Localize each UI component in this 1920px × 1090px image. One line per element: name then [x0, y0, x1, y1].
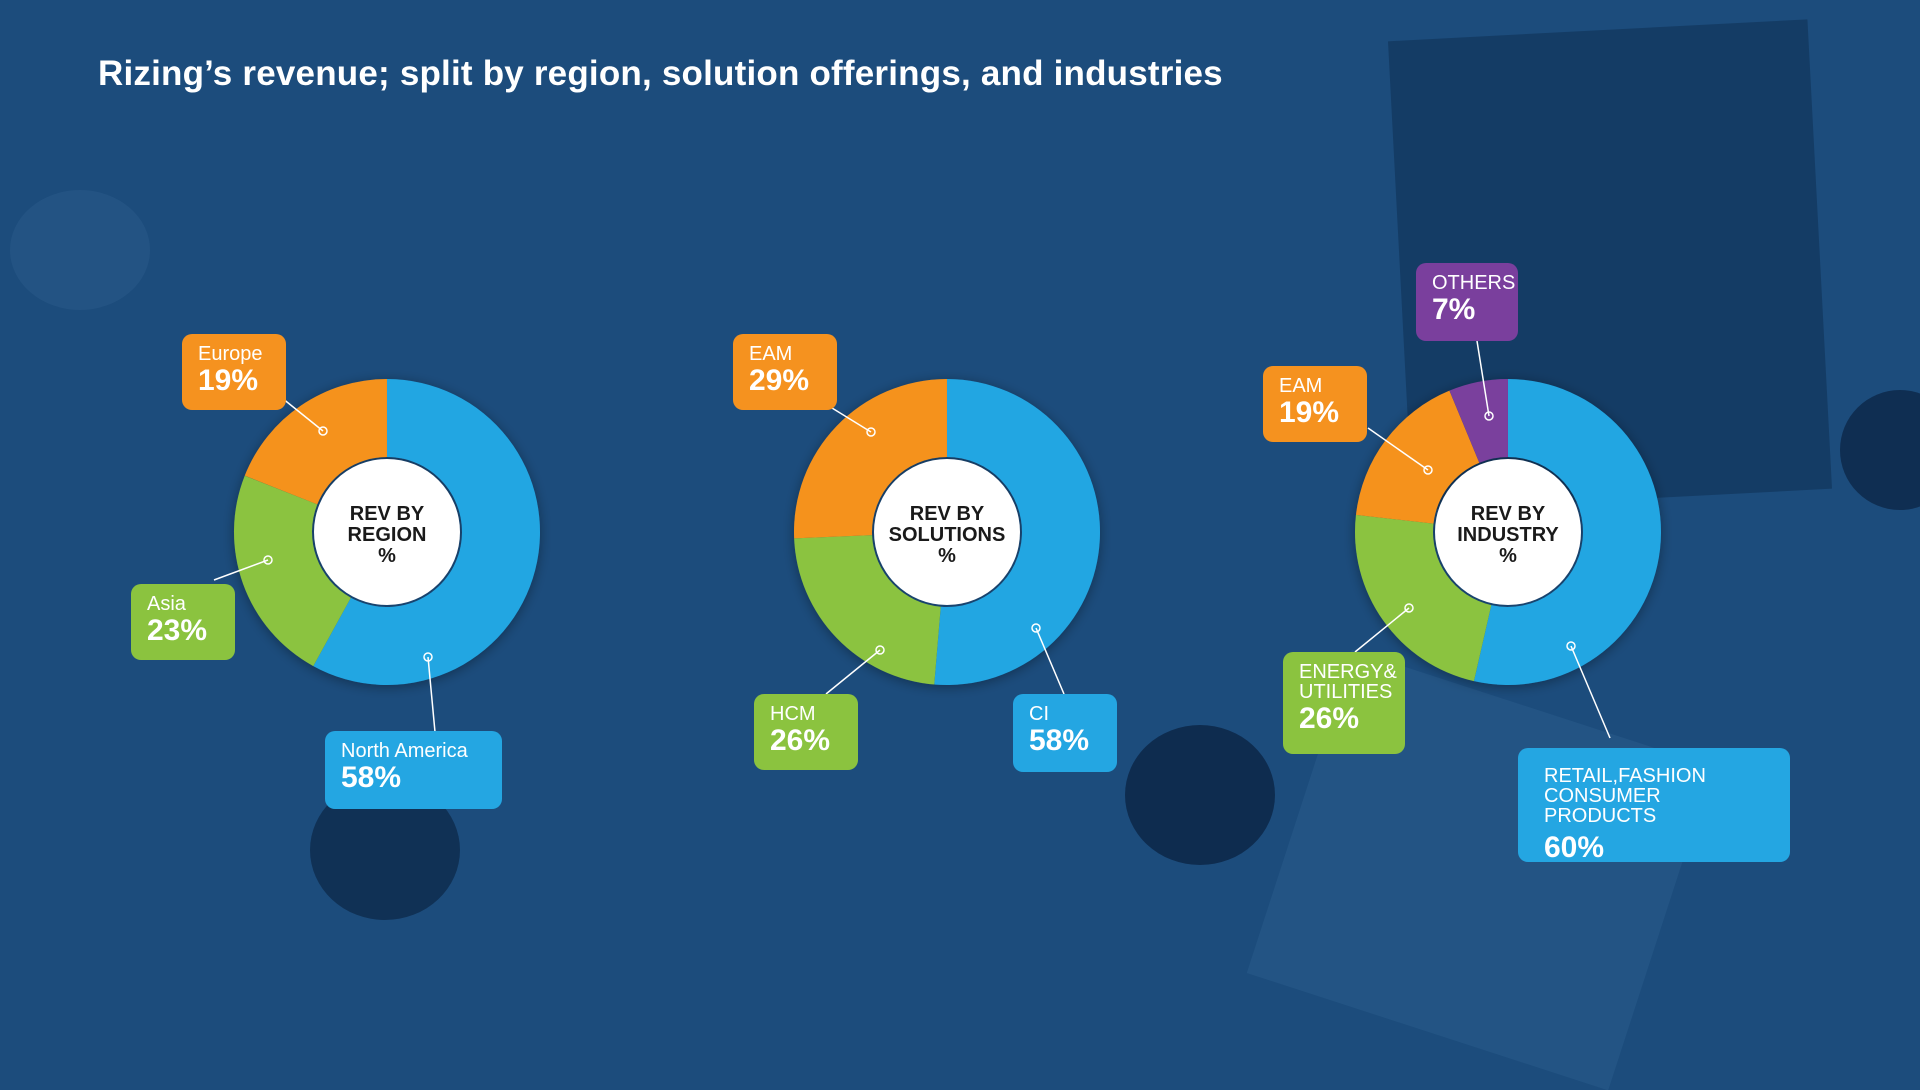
callout-retail-fashion: RETAIL,FASHION CONSUMER PRODUCTS 60%: [1518, 748, 1790, 864]
leader-dot: [1566, 641, 1576, 651]
donut-center-label: INDUSTRY: [1457, 524, 1559, 546]
donut-center-circle: [874, 459, 1020, 605]
leader-line: [1476, 340, 1490, 417]
leader-line: [1354, 607, 1410, 653]
callout-value: 19%: [1279, 396, 1340, 429]
leader-line: [1035, 627, 1065, 695]
donut-chart-3: [1354, 379, 1661, 685]
donut-center-circle: [314, 459, 460, 605]
leader-line: [281, 397, 324, 432]
leader-line: [831, 407, 872, 433]
donut-center-label: SOLUTIONS: [889, 524, 1006, 546]
donut-center-label: REV BY: [350, 503, 425, 525]
callout-energy-utilities: ENERGY& UTILITIES 26%: [1283, 652, 1405, 754]
donut-slice: [244, 379, 387, 505]
donut-slice: [1355, 390, 1480, 524]
callout-label: HCM: [770, 703, 816, 725]
donut-slice: [234, 475, 351, 667]
callout-europe: Europe 19%: [182, 334, 286, 410]
donut-slice: [794, 535, 941, 685]
donut-chart-2: [793, 379, 1101, 685]
callout-value: 58%: [1029, 724, 1090, 757]
donut-slice: [1354, 514, 1492, 682]
callout-label: ENERGY& UTILITIES: [1299, 661, 1397, 703]
donut-slice: [934, 379, 1101, 685]
callout-value: 58%: [341, 761, 402, 794]
leader-dot: [1404, 603, 1414, 613]
leader-line: [1570, 645, 1611, 739]
callout-value: 29%: [749, 364, 810, 397]
donut-center-label: %: [1499, 545, 1517, 567]
callout-eam-industry: EAM 19%: [1263, 366, 1367, 442]
callout-label: North America: [341, 740, 468, 762]
leader-dot: [318, 426, 328, 436]
callout-label: EAM: [1279, 375, 1323, 397]
callout-value: 26%: [1299, 702, 1360, 735]
background-coffee-cup-bottom-right: [1125, 725, 1275, 865]
donut-center-label: %: [378, 545, 396, 567]
leader-dot: [263, 555, 273, 565]
callout-label: EAM: [749, 343, 793, 365]
callout-others: OTHERS 7%: [1416, 263, 1518, 341]
donut-slice: [1473, 379, 1661, 685]
callout-ci: CI 58%: [1013, 694, 1117, 772]
callout-eam-solutions: EAM 29%: [733, 334, 837, 410]
leader-dot: [1423, 465, 1433, 475]
callout-label: CI: [1029, 703, 1049, 725]
callout-value: 60%: [1544, 831, 1605, 864]
callout-label: RETAIL,FASHION CONSUMER PRODUCTS: [1544, 765, 1706, 827]
callout-north-america: North America 58%: [325, 731, 502, 809]
page-title: Rizing’s revenue; split by region, solut…: [98, 54, 1223, 93]
leader-dot: [423, 652, 433, 662]
donut-slice: [793, 379, 947, 539]
callout-hcm: HCM 26%: [754, 694, 858, 770]
donut-slice: [1449, 379, 1508, 463]
leader-dot: [1484, 411, 1494, 421]
callout-value: 23%: [147, 614, 208, 647]
leader-line: [213, 559, 269, 581]
callout-value: 26%: [770, 724, 831, 757]
leader-dot: [875, 645, 885, 655]
donut-center-label: REGION: [348, 524, 427, 546]
donut-center-label: REV BY: [910, 503, 985, 525]
donut-slice: [313, 379, 541, 685]
leader-dot: [1031, 623, 1041, 633]
donut-center-label: %: [938, 545, 956, 567]
callout-asia: Asia 23%: [131, 584, 235, 660]
leader-line: [1367, 427, 1429, 471]
leader-line: [825, 649, 881, 695]
background-coffee-cup-top-left: [10, 190, 150, 310]
callout-value: 19%: [198, 364, 259, 397]
callout-label: Europe: [198, 343, 263, 365]
callout-label: Asia: [147, 593, 186, 615]
donut-center-label: REV BY: [1471, 503, 1546, 525]
donut-center-circle: [1435, 459, 1581, 605]
callout-value: 7%: [1432, 293, 1476, 326]
leader-line: [427, 656, 436, 733]
donut-chart-1: [234, 379, 541, 685]
callout-label: OTHERS: [1432, 272, 1516, 294]
leader-dot: [866, 427, 876, 437]
